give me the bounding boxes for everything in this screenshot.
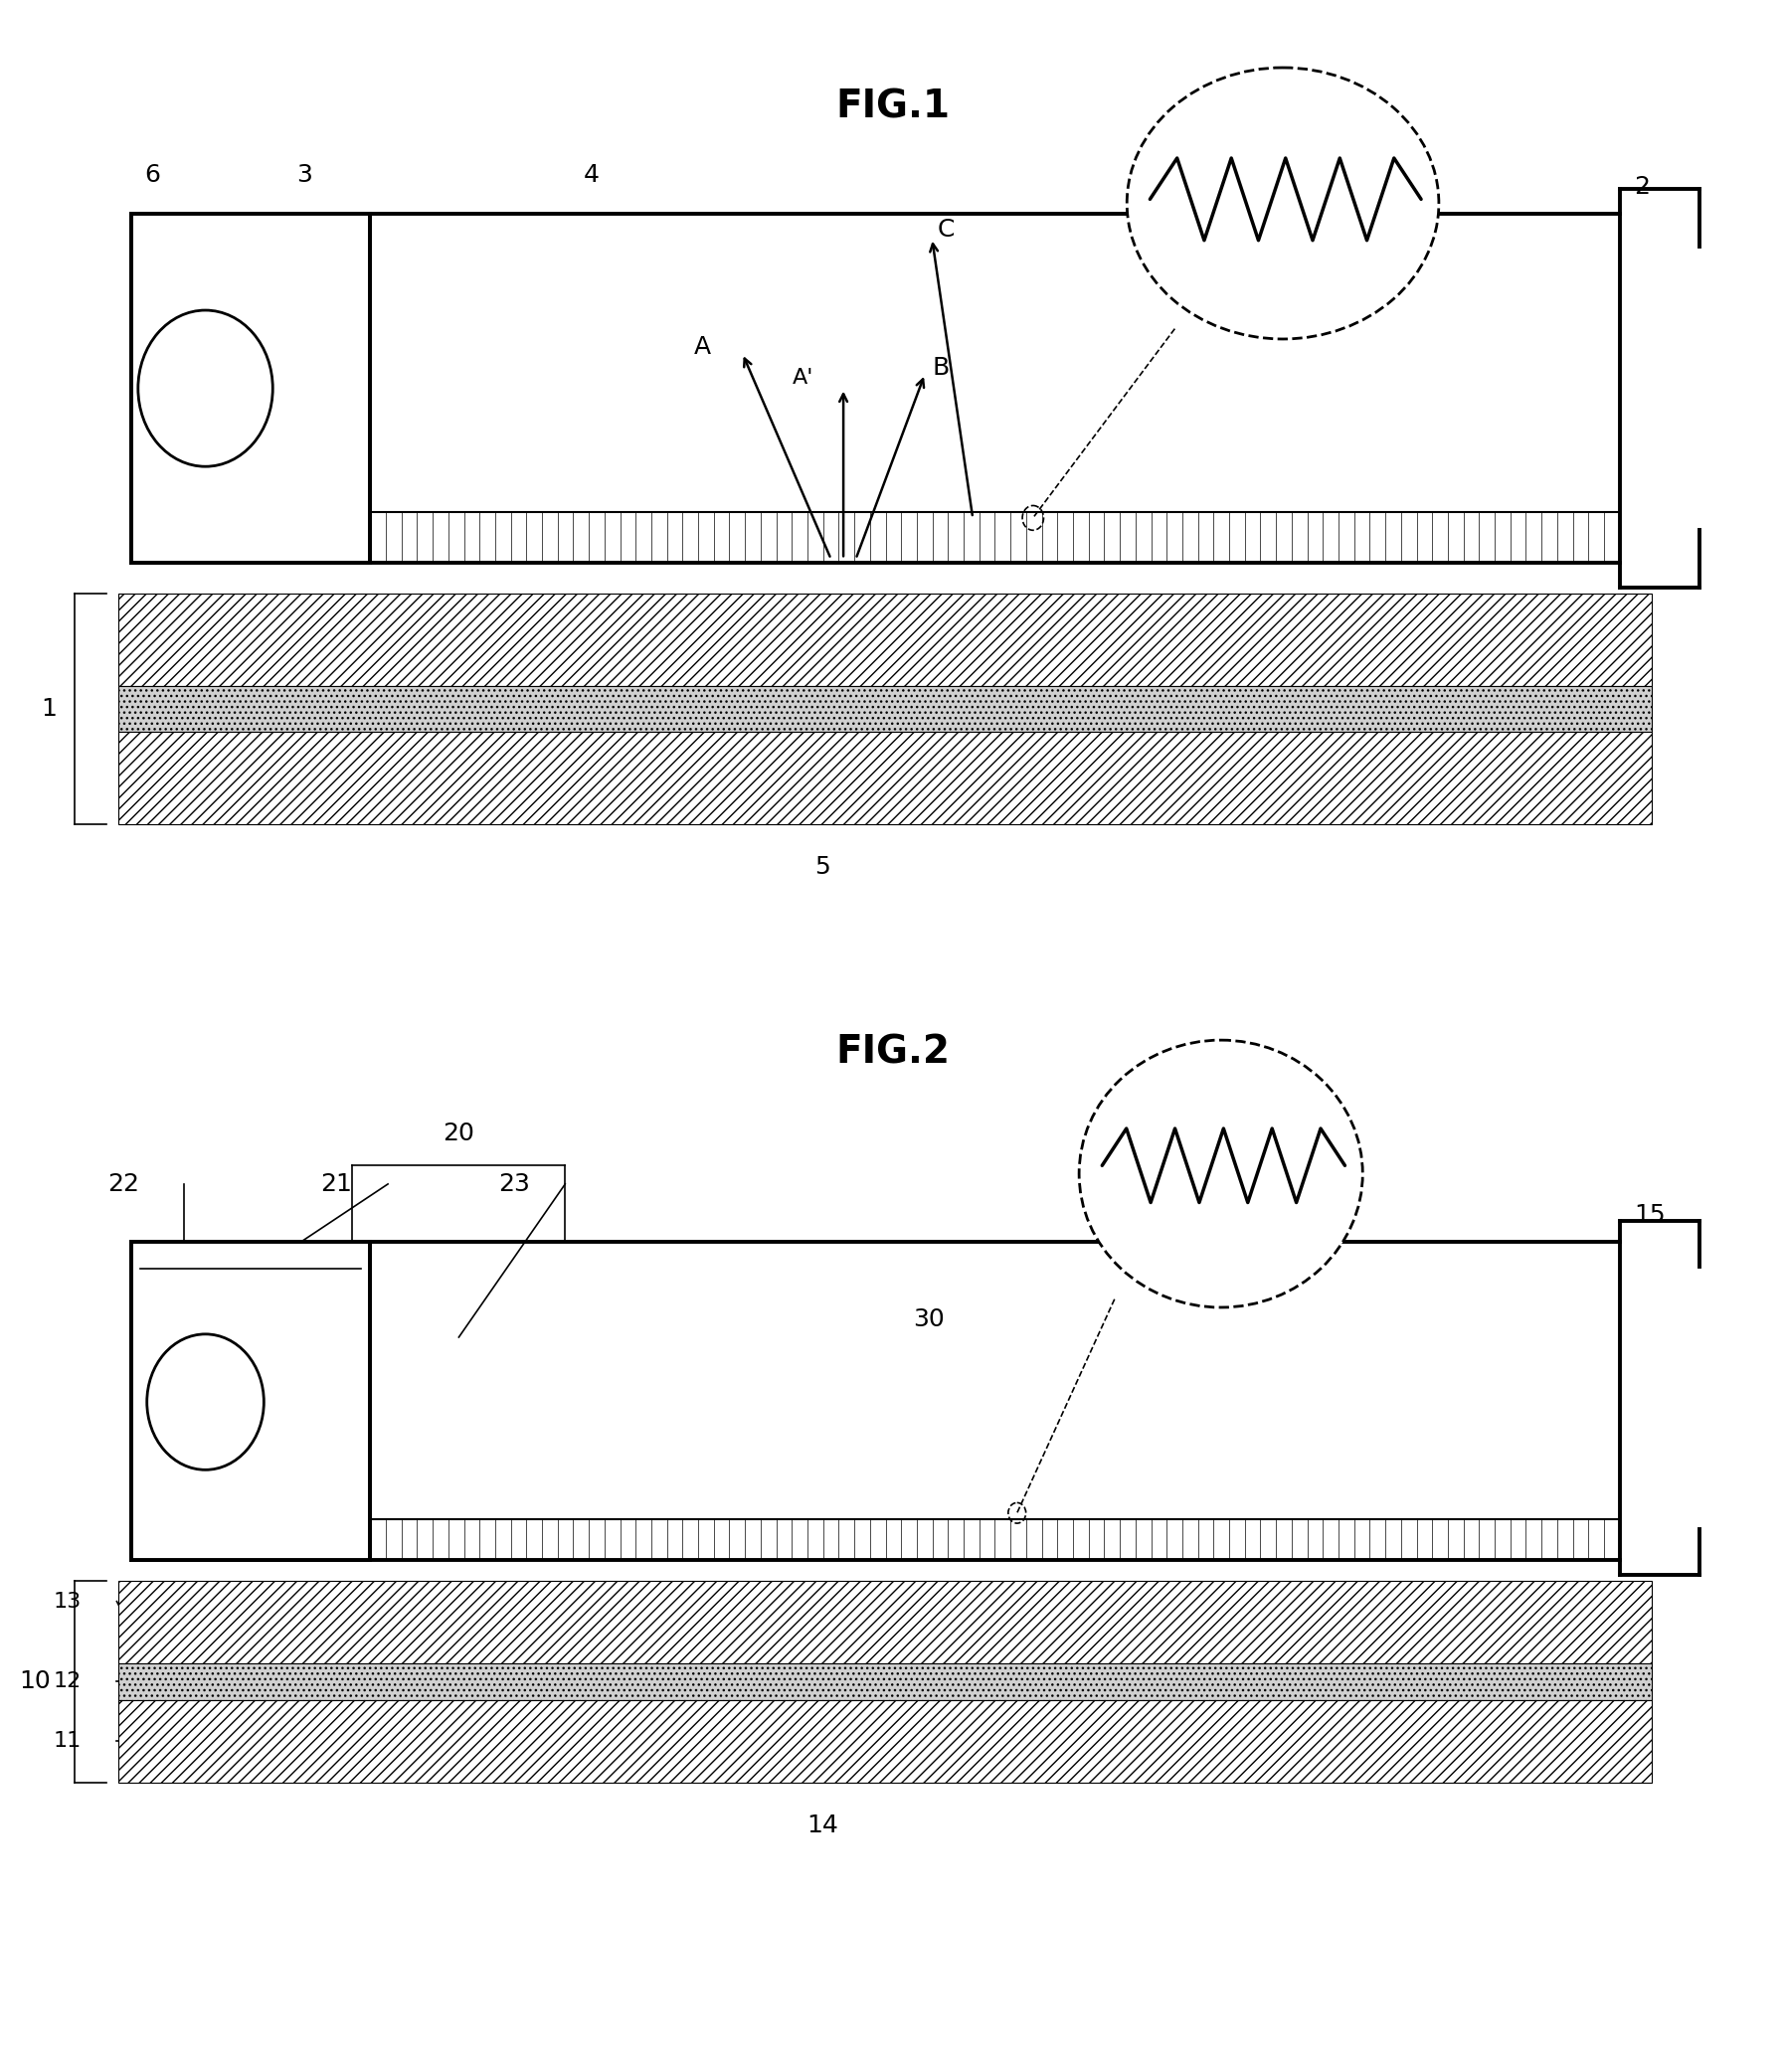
- Bar: [118, 731, 1652, 825]
- Text: 2: 2: [1634, 174, 1650, 199]
- Bar: [118, 595, 1652, 686]
- Text: 1: 1: [41, 696, 57, 721]
- Text: 4: 4: [584, 164, 600, 186]
- Text: 13: 13: [54, 1591, 82, 1612]
- Text: A': A': [791, 369, 813, 387]
- Ellipse shape: [1127, 68, 1440, 340]
- Ellipse shape: [1079, 1040, 1363, 1307]
- Text: 6: 6: [145, 164, 161, 186]
- Text: 23: 23: [498, 1173, 530, 1196]
- Text: B: B: [932, 356, 948, 379]
- Bar: [118, 1664, 1652, 1701]
- Text: 12: 12: [54, 1672, 82, 1691]
- Text: 5: 5: [814, 856, 830, 879]
- Bar: [118, 686, 1652, 731]
- Text: FIG.2: FIG.2: [836, 1034, 950, 1071]
- Text: 15: 15: [1634, 1204, 1665, 1227]
- Text: 30: 30: [913, 1307, 945, 1332]
- Text: 21: 21: [321, 1173, 352, 1196]
- Text: 14: 14: [805, 1813, 838, 1838]
- Text: A: A: [693, 336, 711, 358]
- Text: 3: 3: [296, 164, 313, 186]
- Text: FIG.1: FIG.1: [836, 87, 950, 126]
- Text: 20: 20: [443, 1121, 475, 1146]
- Text: 10: 10: [20, 1670, 52, 1693]
- Text: C: C: [938, 218, 956, 242]
- Bar: [130, 213, 370, 564]
- Bar: [118, 1701, 1652, 1782]
- Bar: [130, 1241, 370, 1560]
- Bar: [118, 1581, 1652, 1664]
- Text: 11: 11: [54, 1732, 82, 1751]
- Text: 22: 22: [107, 1173, 139, 1196]
- Text: 24: 24: [1197, 1100, 1229, 1125]
